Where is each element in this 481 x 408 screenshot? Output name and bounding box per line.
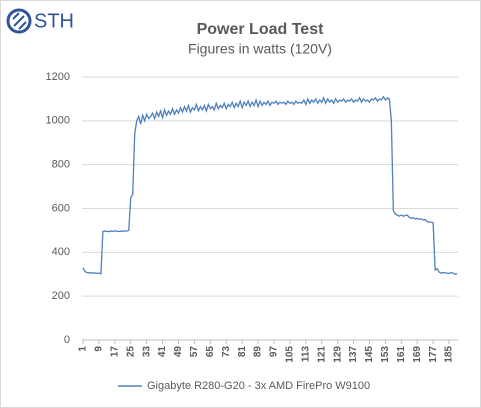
chart-title: Power Load Test [197,21,325,38]
x-tick-label: 185 [444,346,455,363]
x-tick-label: 41 [157,346,168,358]
x-tick-label: 161 [396,346,407,363]
y-tick-label: 400 [52,246,70,258]
x-tick-label: 177 [428,346,439,363]
x-tick-label: 81 [237,346,248,358]
x-tick-label: 97 [269,346,280,358]
x-tick-label: 113 [300,346,311,363]
y-tick-label: 200 [52,290,70,302]
x-tick-label: 17 [109,346,120,358]
y-tick-label: 1200 [46,71,70,83]
x-tick-label: 1 [78,346,89,352]
y-tick-label: 600 [52,202,70,214]
x-tick-label: 89 [253,346,264,358]
x-tick-label: 129 [332,346,343,363]
logo-icon [6,8,32,34]
x-tick-label: 57 [189,346,200,358]
x-tick-label: 9 [94,346,105,352]
x-tick-label: 169 [412,346,423,363]
x-tick-label: 25 [125,346,136,358]
logo-icon-detail [12,12,27,30]
y-tick-label: 1000 [46,115,70,127]
x-tick-label: 73 [221,346,232,358]
x-tick-label: 153 [380,346,391,363]
x-tick-label: 145 [364,346,375,363]
x-tick-label: 137 [348,346,359,363]
x-tick-label: 33 [141,346,152,358]
y-tick-label: 0 [64,334,70,346]
legend-label: Gigabyte R280-G20 - 3x AMD FirePro W9100 [147,380,370,392]
chart-subtitle: Figures in watts (120V) [188,41,332,57]
x-tick-label: 121 [316,346,327,363]
data-line [82,95,458,275]
x-tick-label: 105 [285,346,296,363]
logo: STH [6,8,74,34]
x-tick-label: 65 [205,346,216,358]
x-tick-label: 49 [173,346,184,358]
logo-text: STH [34,10,74,32]
y-tick-label: 800 [52,159,70,171]
